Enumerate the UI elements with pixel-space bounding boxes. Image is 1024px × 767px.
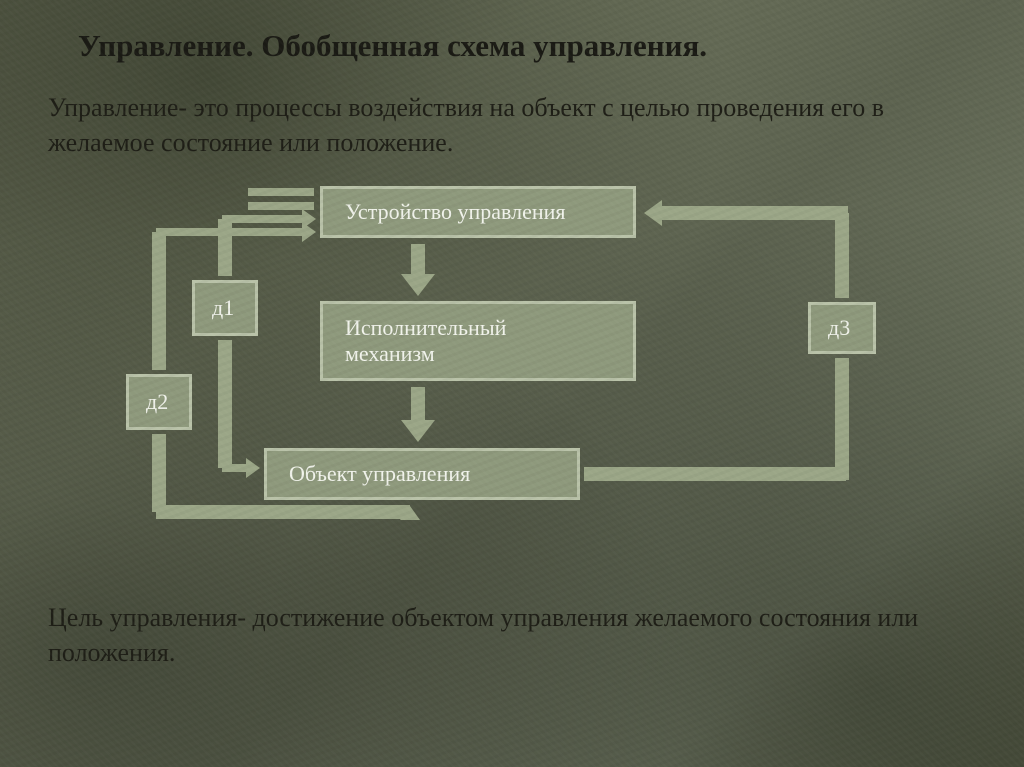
box-d2: д2 (126, 374, 192, 430)
ctrl-to-exec-arrow-shaft (411, 244, 425, 274)
ctrl-to-exec-arrow-head (401, 274, 435, 296)
box-d1-label: д1 (212, 295, 234, 321)
d1-up-segment (218, 219, 232, 276)
input-bar-bottom (248, 202, 314, 210)
d2-down-segment (152, 434, 166, 512)
box-d3-label: д3 (828, 315, 850, 341)
footer-text: Цель управления- достижение объектом упр… (48, 600, 948, 670)
box-control-object: Объект управления (264, 448, 580, 500)
d2-up-into-object-shaft (406, 518, 414, 520)
intro-text: Управление- это процессы воздействия на … (48, 90, 968, 160)
d1-right-to-ctrl-shaft (222, 215, 302, 223)
d1-down-segment (218, 340, 232, 468)
box-d1: д1 (192, 280, 258, 336)
box-control-unit-label: Устройство управления (345, 199, 566, 225)
d3-down-to-bus (835, 358, 849, 480)
d1-into-object-left-shaft (222, 464, 246, 472)
slide-title: Управление. Обобщенная схема управления. (78, 28, 707, 64)
box-control-unit: Устройство управления (320, 186, 636, 238)
exec-to-object-arrow-head (401, 420, 435, 442)
object-right-out (584, 467, 846, 481)
d1-into-object-left-head (246, 458, 260, 478)
d2-right-to-ctrl-shaft (156, 228, 302, 236)
d3-left-to-ctrl-head (644, 200, 662, 226)
d2-up-segment (152, 232, 166, 370)
d3-up-segment (835, 213, 849, 298)
slide: Управление. Обобщенная схема управления.… (0, 0, 1024, 767)
box-exec-mechanism: Исполнительный механизм (320, 301, 636, 381)
input-bar-top (248, 188, 314, 196)
box-d3: д3 (808, 302, 876, 354)
d2-bottom-to-object (156, 505, 410, 519)
d2-up-into-object-head (400, 506, 420, 520)
box-exec-mechanism-label: Исполнительный механизм (345, 315, 506, 367)
d3-left-to-ctrl-shaft (662, 206, 848, 220)
exec-to-object-arrow-shaft (411, 387, 425, 420)
box-control-object-label: Объект управления (289, 461, 470, 487)
d2-right-to-ctrl-head (302, 222, 316, 242)
box-d2-label: д2 (146, 389, 168, 415)
d1-right-to-ctrl-head (302, 209, 316, 229)
